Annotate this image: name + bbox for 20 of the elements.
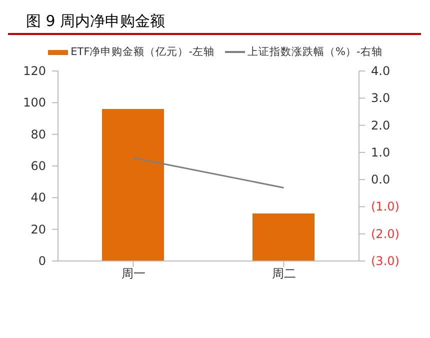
y2-tick-label: 1.0	[371, 145, 390, 160]
y-tick-label: 100	[23, 96, 46, 110]
x-tick-label: 周二	[272, 266, 296, 281]
y-tick-label: 120	[23, 64, 46, 78]
y2-tick-label: 0.0	[371, 172, 390, 187]
chart-title: 图 9 周内净申购金额	[8, 8, 421, 35]
y2-tick-label: 3.0	[371, 91, 390, 106]
y2-tick-label: (1.0)	[371, 200, 400, 214]
y-tick-label: 0	[38, 254, 46, 268]
y-tick-label: 80	[30, 127, 46, 142]
y-tick-label: 40	[30, 190, 46, 205]
y2-tick-label: 2.0	[371, 118, 390, 132]
legend-label: 上证指数涨跌幅（%）-右轴	[246, 45, 382, 59]
y2-tick-label: (3.0)	[371, 254, 400, 268]
y-tick-label: 60	[30, 159, 46, 173]
y-tick-label: 20	[30, 222, 46, 236]
y2-tick-label: (2.0)	[371, 226, 400, 241]
legend-label: ETF净申购金额（亿元）-左轴	[70, 45, 215, 59]
x-tick-label: 周一	[121, 266, 146, 281]
y2-tick-label: 4.0	[371, 64, 390, 78]
